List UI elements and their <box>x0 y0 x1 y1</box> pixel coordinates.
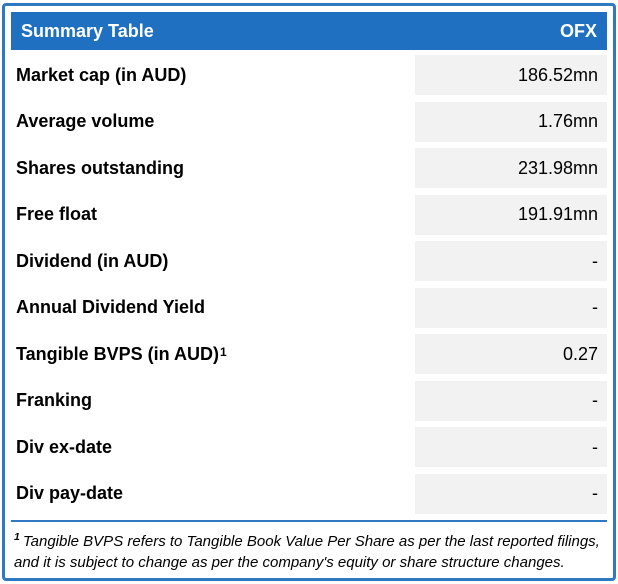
row-label-text: Annual Dividend Yield <box>16 297 206 317</box>
row-label: Franking <box>11 381 415 421</box>
row-value: - <box>415 380 607 421</box>
row-label: Free float <box>11 195 415 235</box>
table-header: Summary Table OFX <box>11 12 607 50</box>
row-label-sup: 1 <box>220 345 227 359</box>
row-label-text: Tangible BVPS (in AUD) <box>16 343 220 364</box>
table-row: Annual Dividend Yield - <box>11 287 607 328</box>
table-row: Free float 191.91mn <box>11 194 607 235</box>
row-value: 186.52mn <box>415 55 607 95</box>
row-label-text: Div ex-date <box>16 436 113 457</box>
row-label: Tangible BVPS (in AUD) 1 <box>11 334 415 374</box>
row-label-text: Shares outstanding <box>16 157 185 178</box>
row-label-text: Average volume <box>16 111 155 131</box>
table-row: Market cap (in AUD) 186.52mn <box>11 55 607 95</box>
footnote-divider <box>11 520 607 522</box>
row-label-text: Div pay-date <box>16 483 124 503</box>
row-label: Div ex-date <box>11 427 415 467</box>
row-label-text: Franking <box>16 390 93 410</box>
row-label-text: Market cap (in AUD) <box>16 64 187 85</box>
table-row: Dividend (in AUD) - <box>11 241 607 281</box>
row-value: - <box>415 241 607 281</box>
row-label-text: Free float <box>16 204 98 224</box>
table-title: Summary Table <box>21 20 154 41</box>
table-row: Average volume 1.76mn <box>11 101 607 142</box>
row-value: 191.91mn <box>415 194 607 235</box>
row-label-text: Dividend (in AUD) <box>16 250 169 271</box>
row-label: Dividend (in AUD) <box>11 241 415 281</box>
row-value: 0.27 <box>415 334 607 374</box>
table-rows: Market cap (in AUD) 186.52mn Average vol… <box>11 55 607 514</box>
row-value: - <box>415 427 607 467</box>
table-row: Div pay-date - <box>11 473 607 514</box>
summary-table-card: Summary Table OFX Market cap (in AUD) 18… <box>2 3 616 581</box>
ticker-symbol: OFX <box>559 20 597 41</box>
row-label: Div pay-date <box>11 474 415 514</box>
row-label: Market cap (in AUD) <box>11 55 415 95</box>
row-label: Average volume <box>11 102 415 142</box>
row-label: Shares outstanding <box>11 148 415 188</box>
table-row: Franking - <box>11 380 607 421</box>
footnote-text: Tangible BVPS refers to Tangible Book Va… <box>14 533 600 571</box>
table-row: Div ex-date - <box>11 427 607 467</box>
footnote-superscript: 1 <box>14 531 20 543</box>
row-value: - <box>415 287 607 328</box>
row-value: 231.98mn <box>415 148 607 188</box>
row-label: Annual Dividend Yield <box>11 288 415 328</box>
table-row: Shares outstanding 231.98mn <box>11 148 607 188</box>
footnote: 1 Tangible BVPS refers to Tangible Book V… <box>11 531 607 573</box>
row-value: - <box>415 473 607 514</box>
table-row: Tangible BVPS (in AUD) 1 0.27 <box>11 334 607 374</box>
row-value: 1.76mn <box>415 101 607 142</box>
